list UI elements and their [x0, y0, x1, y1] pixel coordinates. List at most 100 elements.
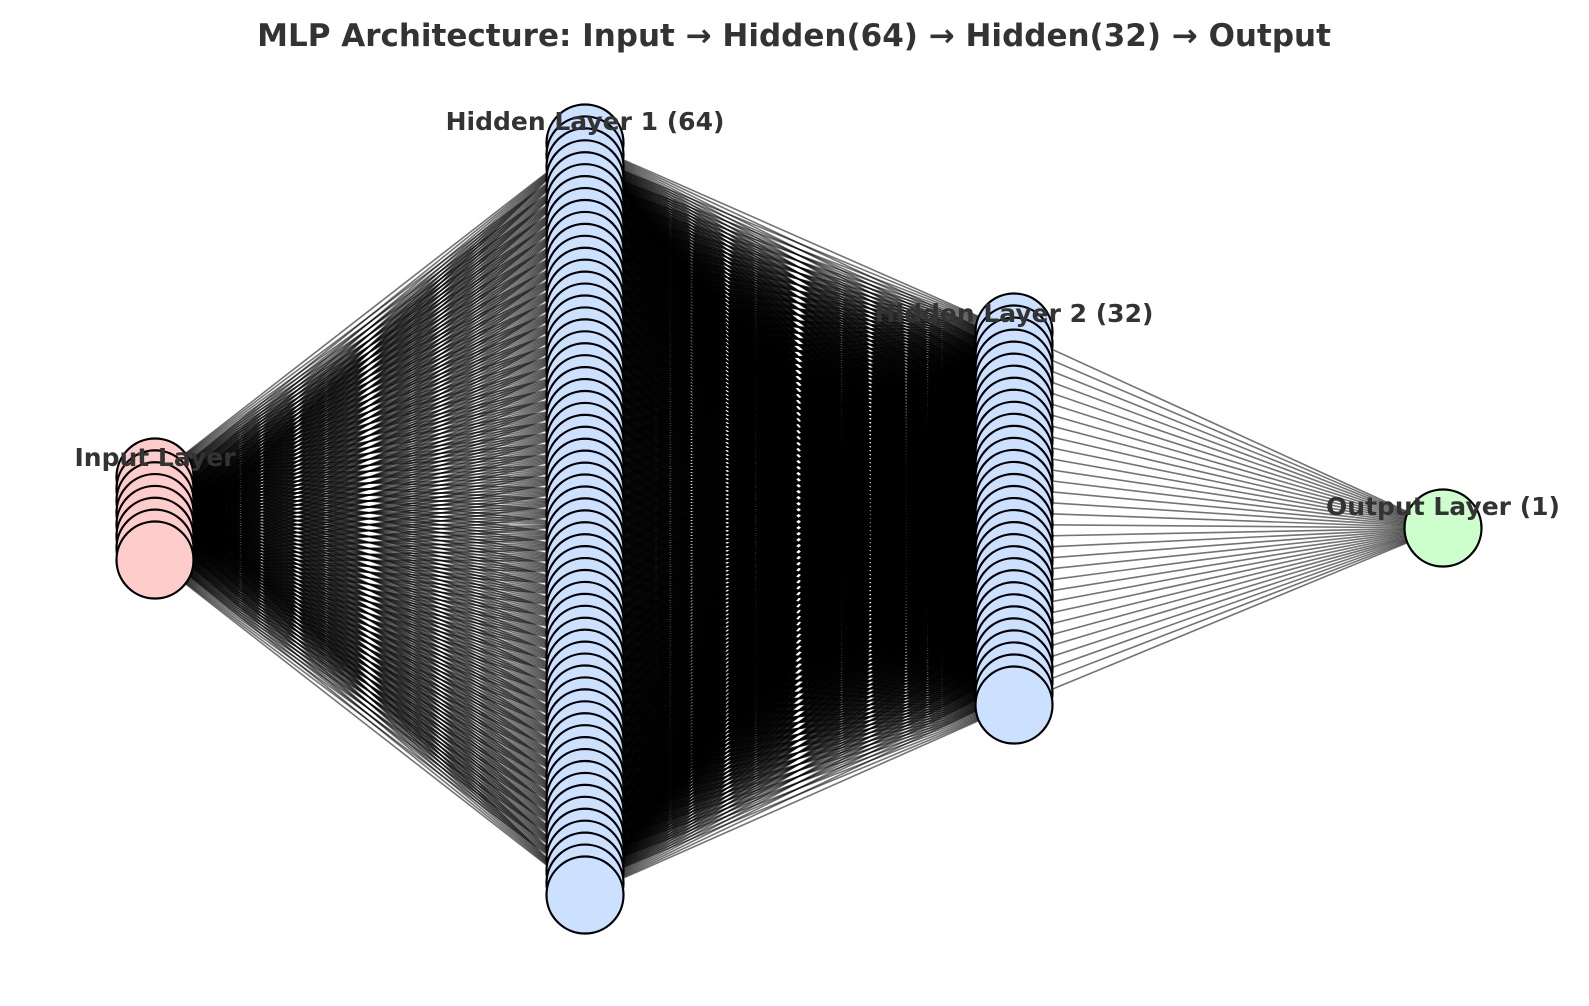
- connection-line: [1013, 367, 1444, 529]
- layer-label-output: Output Layer (1): [1326, 492, 1560, 521]
- neurons-group: [115, 103, 1483, 935]
- connection-line: [154, 559, 586, 562]
- connection-line: [584, 249, 1015, 333]
- connection-line: [154, 142, 586, 490]
- connection-line: [154, 559, 586, 741]
- connection-line: [154, 380, 586, 561]
- connection-line: [154, 559, 586, 896]
- connection-line: [584, 331, 1015, 598]
- connection-line: [154, 154, 586, 561]
- connection-line: [154, 261, 586, 561]
- neuron-input-8: [115, 520, 195, 600]
- connection-line: [154, 559, 586, 825]
- connection-line: [584, 331, 1015, 765]
- connection-line: [584, 343, 1015, 896]
- connection-line: [154, 213, 586, 561]
- connection-line: [1013, 527, 1444, 658]
- connection-line: [154, 428, 586, 561]
- connection-line: [584, 142, 1015, 333]
- connection-line: [1013, 527, 1444, 706]
- connection-line: [584, 596, 1015, 896]
- connection-line: [584, 331, 1015, 801]
- connection-line: [154, 225, 586, 561]
- connection-line: [584, 331, 1015, 693]
- connection-line: [584, 680, 1015, 896]
- connection-line: [154, 559, 586, 848]
- connection-line: [584, 331, 1015, 777]
- connection-line: [1013, 511, 1444, 529]
- connection-line: [154, 559, 586, 681]
- connection-line: [154, 249, 586, 561]
- connection-line: [154, 548, 586, 561]
- connection-line: [154, 345, 586, 561]
- connection-line: [1013, 523, 1444, 529]
- connection-line: [154, 178, 586, 561]
- connection-line: [154, 559, 586, 717]
- connection-line: [154, 559, 586, 729]
- connection-line: [584, 331, 1015, 610]
- connection-line: [584, 331, 1015, 550]
- connection-line: [154, 559, 586, 574]
- connection-line: [154, 559, 586, 646]
- connection-line: [584, 632, 1015, 896]
- connection-line: [1013, 415, 1444, 529]
- connection-line: [584, 427, 1015, 896]
- connection-line: [154, 142, 586, 526]
- connection-line: [584, 367, 1015, 896]
- connection-line: [584, 261, 1015, 333]
- neuron-hidden2-32: [974, 665, 1054, 745]
- connection-line: [584, 559, 1015, 896]
- connection-line: [584, 331, 1015, 860]
- connection-line: [584, 178, 1015, 333]
- connection-line: [1013, 527, 1444, 622]
- connection-line: [584, 213, 1015, 333]
- connection-line: [1013, 355, 1444, 529]
- connection-line: [584, 656, 1015, 896]
- connection-line: [154, 476, 586, 561]
- layer-labels-group: Input Layer Hidden Layer 1 (64) Hidden Lay…: [74, 107, 1559, 521]
- connection-line: [584, 511, 1015, 896]
- connection-line: [584, 572, 1015, 896]
- connection-line: [584, 331, 1015, 526]
- connection-line: [584, 331, 1015, 812]
- connection-line: [154, 440, 586, 561]
- connection-line: [154, 559, 586, 789]
- connection-line: [154, 392, 586, 561]
- connection-line: [584, 321, 1015, 333]
- connection-line: [584, 620, 1015, 896]
- connection-line: [584, 201, 1015, 333]
- connection-line: [154, 369, 586, 561]
- connection-line: [584, 331, 1015, 789]
- connection-line: [1013, 475, 1444, 529]
- neuron-hidden1-64: [545, 855, 625, 935]
- connection-line: [154, 559, 586, 586]
- connection-line: [154, 321, 586, 561]
- connection-line: [584, 668, 1015, 896]
- connection-line: [154, 285, 586, 561]
- connection-line: [584, 331, 1015, 824]
- connection-line: [154, 559, 586, 693]
- connection-line: [584, 331, 1015, 717]
- connection-line: [584, 331, 1015, 467]
- connection-line: [154, 559, 586, 765]
- connection-line: [584, 331, 1015, 335]
- connection-line: [584, 331, 1015, 347]
- connection-line: [154, 559, 586, 610]
- layer-input: [115, 437, 195, 600]
- connection-line: [154, 357, 586, 561]
- connection-line: [584, 403, 1015, 896]
- connection-line: [584, 331, 1015, 562]
- connection-line: [154, 404, 586, 561]
- connection-line: [1013, 463, 1444, 529]
- layer-hidden2: [974, 292, 1054, 745]
- connection-line: [584, 331, 1015, 443]
- layer-label-hidden1: Hidden Layer 1 (64): [446, 107, 725, 136]
- connection-line: [584, 331, 1015, 669]
- connection-line: [154, 190, 586, 561]
- connection-line: [584, 331, 1015, 622]
- connection-line: [154, 464, 586, 561]
- connection-line: [154, 559, 586, 622]
- connection-line: [154, 333, 586, 561]
- connection-line: [584, 535, 1015, 896]
- connection-line: [584, 285, 1015, 333]
